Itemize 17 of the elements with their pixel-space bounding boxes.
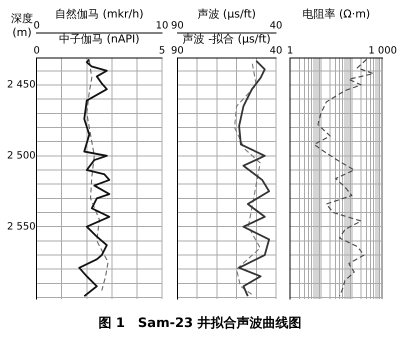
x-axis-title: 自然伽马 (mkr/h): [55, 7, 144, 20]
text: 图 1 Sam-23 井拟合声波曲线图: [97, 314, 303, 332]
x-tick-label: 1: [286, 46, 294, 57]
y-tick-label: 2 450: [6, 80, 36, 91]
y-tick-label: 2 550: [6, 221, 36, 232]
line-series: [86, 60, 109, 292]
x-axis-title: 声波 (μs/ft): [197, 7, 256, 20]
x-tick-label: 40: [270, 46, 282, 57]
x-tick-label: 10: [156, 20, 168, 32]
x-tick-label: 1 000: [368, 46, 398, 57]
x2-axis-title: 声波 -拟合 (μs/ft): [182, 32, 271, 46]
x-tick-label: 90: [170, 46, 184, 57]
y-tick-label: 2 500: [6, 150, 36, 162]
x2-axis-title: 中子伽马 (nAPI): [59, 32, 140, 46]
y-axis-title: 深度 (m): [11, 12, 33, 39]
x-axis-title: 电阻率 (Ω·m): [302, 7, 370, 20]
x2-tick-label: 5: [158, 46, 166, 57]
